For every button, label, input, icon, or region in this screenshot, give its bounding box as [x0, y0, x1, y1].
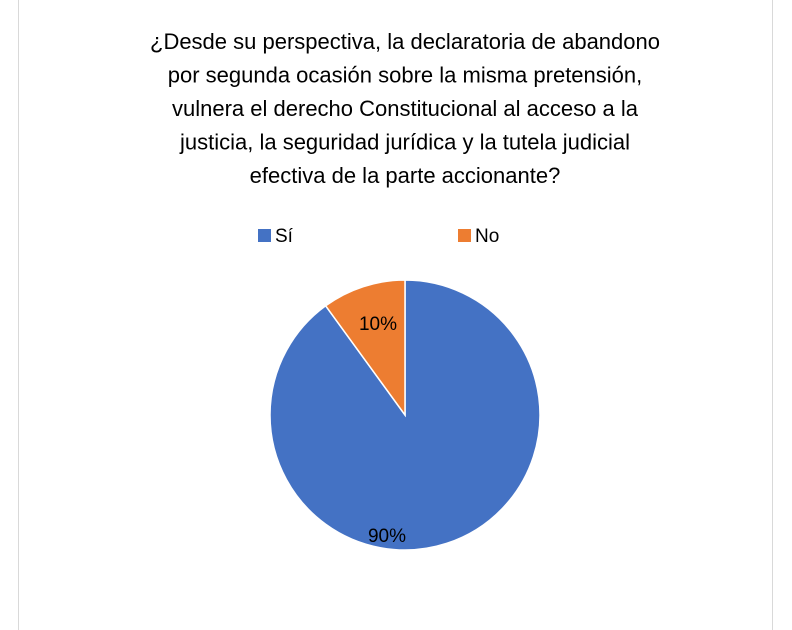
pie-slice: [324, 279, 406, 418]
data-label: 10%: [359, 314, 397, 335]
data-label: 90%: [368, 526, 406, 547]
chart-title: ¿Desde su perspectiva, la declaratoria d…: [150, 29, 660, 54]
legend-swatch: [258, 229, 271, 242]
chart-title: justicia, la seguridad jurídica y la tut…: [179, 129, 630, 154]
legend-label: No: [475, 226, 499, 247]
chart-title: vulnera el derecho Constitucional al acc…: [172, 96, 639, 121]
chart-title: efectiva de la parte accionante?: [250, 163, 561, 188]
chart-title: por segunda ocasión sobre la misma prete…: [168, 62, 643, 87]
legend-swatch: [458, 229, 471, 242]
legend-label: Sí: [275, 226, 294, 247]
